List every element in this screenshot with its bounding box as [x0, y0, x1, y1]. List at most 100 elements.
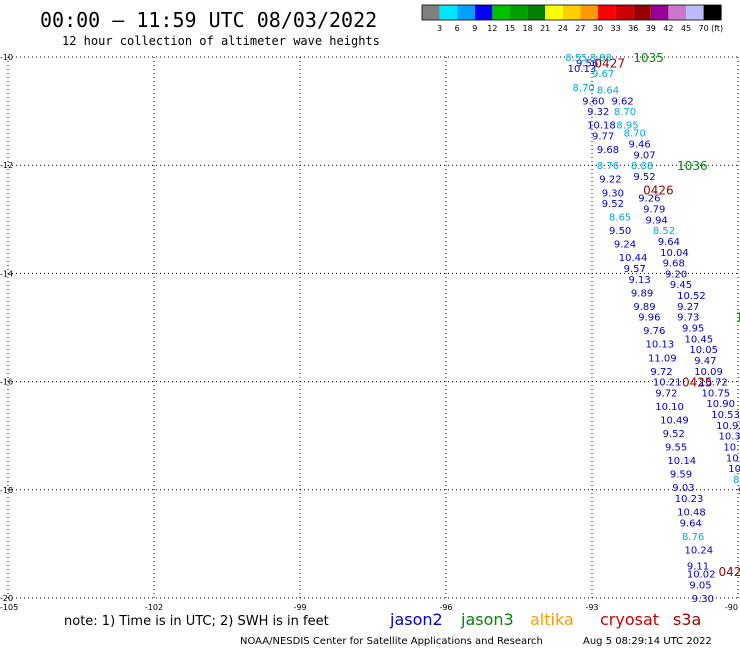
satellite-legend-jason2: jason2: [389, 610, 443, 629]
swh-value-label: 10.36: [719, 432, 740, 443]
y-tick-label: -12: [0, 161, 13, 170]
swh-value-label: 9.64: [658, 237, 680, 248]
colorbar-unit: (ft): [711, 24, 723, 33]
swh-value-label: 9.79: [643, 204, 665, 215]
colorbar-label: 3: [437, 24, 442, 33]
swh-value-label: 9.45: [670, 280, 692, 291]
swh-value-label: 8.88: [590, 53, 612, 64]
colorbar-swatch: [474, 5, 493, 20]
swh-value-label: 9.72: [655, 388, 677, 399]
swh-value-label: 10.23: [675, 494, 704, 505]
swh-value-label: 10.18: [587, 121, 616, 132]
swh-value-label: 9.52: [663, 429, 685, 440]
colorbar-swatch: [580, 5, 598, 20]
swh-value-label: 9.73: [677, 313, 699, 324]
pass-time-label: 0425: [682, 376, 713, 390]
colorbar-swatch: [703, 5, 722, 20]
satellite-legend-jason3: jason3: [460, 610, 514, 629]
swh-value-label: 9.03: [672, 483, 694, 494]
swh-value-label: 9.30: [692, 594, 714, 605]
x-tick-label: -99: [293, 603, 306, 612]
swh-value-label: 9.07: [633, 150, 655, 161]
swh-value-label: 9.62: [611, 96, 633, 107]
swh-value-label: 9.89: [631, 288, 653, 299]
colorbar-swatch: [422, 5, 440, 20]
swh-value-label: 10.13: [646, 340, 675, 351]
chart-title: 00:00 – 11:59 UTC 08/03/2022: [40, 8, 377, 32]
swh-value-label: 8.70: [614, 107, 636, 118]
pass-time-label: 0427: [594, 56, 625, 70]
colorbar-label: 6: [455, 24, 460, 33]
swh-value-label: 9.89: [633, 302, 655, 313]
swh-value-label: 10.11: [723, 443, 740, 454]
swh-value-label: 9.96: [638, 313, 660, 324]
swh-value-label: 10.49: [660, 415, 689, 426]
swh-value-label: 9.24: [614, 240, 636, 251]
colorbar-label: 42: [663, 24, 673, 33]
swh-value-label: 9.47: [694, 356, 716, 367]
swh-value-label: 8.64: [597, 85, 619, 96]
swh-value-label: 9.68: [663, 259, 685, 270]
swh-value-label: 8.54: [733, 475, 740, 486]
y-tick-label: -10: [0, 53, 13, 62]
swh-value-label: 9.27: [677, 302, 699, 313]
swh-value-label: 10.09: [694, 367, 723, 378]
colorbar-swatch: [562, 5, 581, 20]
swh-value-label: 9.30: [602, 188, 624, 199]
y-tick-label: -14: [0, 269, 13, 278]
colorbar-label: 9: [472, 24, 477, 33]
swh-value-label: 9.32: [587, 107, 609, 118]
colorbar-swatch: [668, 5, 686, 20]
swh-value-label: 8.65: [609, 213, 631, 224]
swh-value-label: 9.76: [643, 326, 665, 337]
x-tick-label: -102: [145, 603, 163, 612]
colorbar-label: 30: [593, 24, 603, 33]
swh-value-label: 9.64: [680, 518, 702, 529]
swh-value-label: 10.92: [716, 421, 740, 432]
swh-value-label: 10.44: [619, 253, 648, 264]
swh-value-label: 9.67: [592, 69, 614, 80]
colorbar-swatch: [633, 5, 651, 20]
swh-value-label: 8.95: [616, 121, 638, 132]
swh-value-label: 8.55: [565, 53, 587, 64]
swh-value-label: 9.05: [689, 580, 711, 591]
y-tick-label: -20: [0, 594, 13, 603]
satellite-legend-altika: altika: [530, 610, 574, 629]
colorbar-label: 36: [628, 24, 638, 33]
colorbar-swatch: [492, 5, 510, 20]
swh-value-label: 8.52: [653, 226, 675, 237]
swh-value-label: 9.13: [629, 275, 651, 286]
swh-value-label: 9.68: [597, 145, 619, 156]
colorbar-label: 39: [646, 24, 656, 33]
swh-value-label: 9.77: [592, 131, 614, 142]
swh-value-label: 10.05: [689, 345, 718, 356]
pass-time-label: 1035: [633, 51, 664, 65]
swh-value-label: 9.72: [650, 367, 672, 378]
swh-value-label: 9.56: [576, 58, 598, 69]
colorbar-label: 33: [611, 24, 621, 33]
swh-value-label: 9.22: [599, 175, 621, 186]
swh-value-label: 10.65: [726, 453, 740, 464]
swh-value-label: 10.45: [684, 334, 713, 345]
pass-time-label: 1037: [736, 311, 740, 325]
colorbar-swatch: [615, 5, 634, 20]
colorbar-swatch: [510, 5, 528, 20]
credit-line: NOAA/NESDIS Center for Satellite Applica…: [240, 636, 543, 647]
swh-value-label: 10.48: [677, 507, 706, 518]
swh-value-label: 10.10: [655, 402, 684, 413]
swh-value-label: 10.52: [677, 291, 706, 302]
satellite-legend-s3a: s3a: [673, 610, 701, 629]
x-tick-label: -93: [585, 603, 598, 612]
swh-value-label: 9.11: [687, 562, 709, 573]
pass-time-label: 0426: [643, 184, 674, 198]
swh-value-label: 10.02: [687, 570, 716, 581]
colorbar-label: 24: [558, 24, 568, 33]
x-tick-label: -96: [439, 603, 452, 612]
colorbar-swatch: [650, 5, 669, 20]
swh-value-label: 10.75: [702, 388, 731, 399]
x-tick-label: -105: [0, 603, 18, 612]
swh-value-label: 9.95: [682, 324, 704, 335]
colorbar-swatch: [527, 5, 546, 20]
pass-time-label: 0424: [719, 565, 740, 579]
